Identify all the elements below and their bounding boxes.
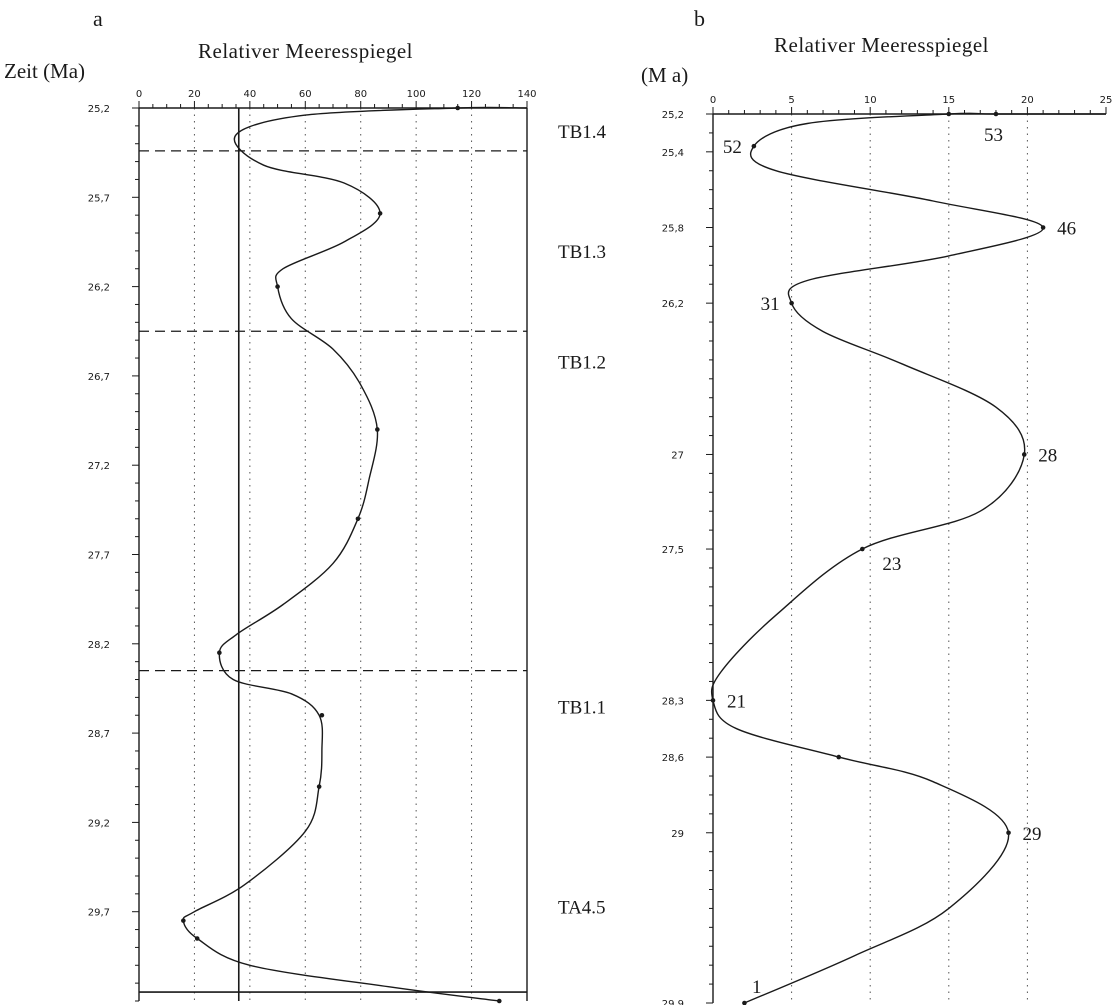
data-point [455, 106, 460, 111]
data-point [181, 918, 186, 923]
sequence-label: TB1.2 [558, 353, 606, 374]
point-annotation: 23 [882, 554, 901, 575]
panel-b-label: b [694, 6, 705, 31]
x-tick-label: 5 [788, 95, 794, 106]
x-tick-label: 0 [136, 89, 142, 100]
data-point [275, 284, 280, 289]
point-annotation: 29 [1023, 824, 1042, 845]
data-point [1022, 452, 1027, 457]
y-tick-label: 25,4 [662, 148, 684, 159]
point-annotation: 28 [1038, 445, 1057, 466]
y-tick-label: 26,7 [88, 372, 110, 383]
data-point [378, 211, 383, 216]
y-tick-label: 28,2 [88, 640, 110, 651]
panel-a-label: a [93, 6, 103, 31]
data-point [711, 698, 716, 703]
y-tick-label: 27 [671, 450, 684, 461]
x-tick-label: 120 [462, 89, 481, 100]
panel-b-ylabel: (M a) [641, 63, 688, 87]
panel-a-ylabel: Zeit (Ma) [4, 59, 85, 83]
point-annotation: 53 [984, 125, 1003, 146]
x-tick-label: 20 [188, 89, 201, 100]
x-tick-label: 40 [243, 89, 256, 100]
y-tick-label: 25,2 [662, 110, 684, 121]
y-tick-label: 29,9 [662, 999, 684, 1005]
panel-a: a Relativer Meeresspiegel Zeit (Ma) 0 20 4… [4, 6, 607, 1003]
y-tick-label: 29,2 [88, 818, 110, 829]
sea-level-curve [183, 107, 527, 1001]
x-tick-label: 60 [299, 89, 312, 100]
sequence-label: TB1.4 [558, 122, 607, 143]
data-point [195, 936, 200, 941]
panel-b-title: Relativer Meeresspiegel [774, 33, 989, 57]
panel-b: b Relativer Meeresspiegel (M a) 0 5 10 15 20… [641, 6, 1112, 1005]
sequence-label: TB1.3 [558, 242, 606, 263]
x-tick-label: 25 [1100, 95, 1113, 106]
data-point [947, 112, 952, 117]
point-annotation: 1 [752, 977, 762, 998]
y-tick-label: 26,2 [662, 299, 684, 310]
data-point [789, 301, 794, 306]
sequence-label: TB1.1 [558, 697, 606, 718]
data-point [317, 784, 322, 789]
point-annotation: 31 [761, 294, 780, 315]
y-tick-label: 25,8 [662, 223, 684, 234]
y-tick-label: 28,3 [662, 696, 684, 707]
data-point [320, 713, 325, 718]
x-tick-label: 140 [517, 89, 536, 100]
y-tick-label: 28,6 [662, 753, 684, 764]
data-point [742, 1001, 747, 1005]
point-annotation: 21 [727, 691, 746, 712]
y-tick-label: 28,7 [88, 729, 110, 740]
data-point [860, 547, 865, 552]
data-point [356, 516, 361, 521]
data-point [497, 999, 502, 1004]
data-point [994, 112, 999, 117]
y-tick-label: 25,2 [88, 104, 110, 115]
data-point [217, 650, 222, 655]
y-tick-label: 25,7 [88, 193, 110, 204]
data-point [375, 427, 380, 432]
y-tick-label: 27,5 [662, 545, 684, 556]
y-tick-label: 27,7 [88, 551, 110, 562]
x-tick-label: 10 [864, 95, 877, 106]
sea-level-curve [712, 113, 1106, 1003]
panel-a-title: Relativer Meeresspiegel [198, 39, 413, 63]
x-tick-label: 100 [407, 89, 426, 100]
y-tick-label: 29,7 [88, 908, 110, 919]
y-tick-label: 29 [671, 829, 684, 840]
sequence-label: TA4.5 [558, 897, 606, 918]
y-tick-label: 26,2 [88, 283, 110, 294]
x-tick-label: 15 [942, 95, 955, 106]
x-tick-label: 0 [710, 95, 716, 106]
y-tick-label: 27,2 [88, 461, 110, 472]
x-tick-label: 80 [354, 89, 367, 100]
point-annotation: 46 [1057, 218, 1076, 239]
data-point [752, 144, 757, 149]
point-annotation: 52 [723, 137, 742, 158]
data-point [836, 755, 841, 760]
x-tick-label: 20 [1021, 95, 1034, 106]
data-point [1006, 830, 1011, 835]
data-point [1041, 225, 1046, 230]
